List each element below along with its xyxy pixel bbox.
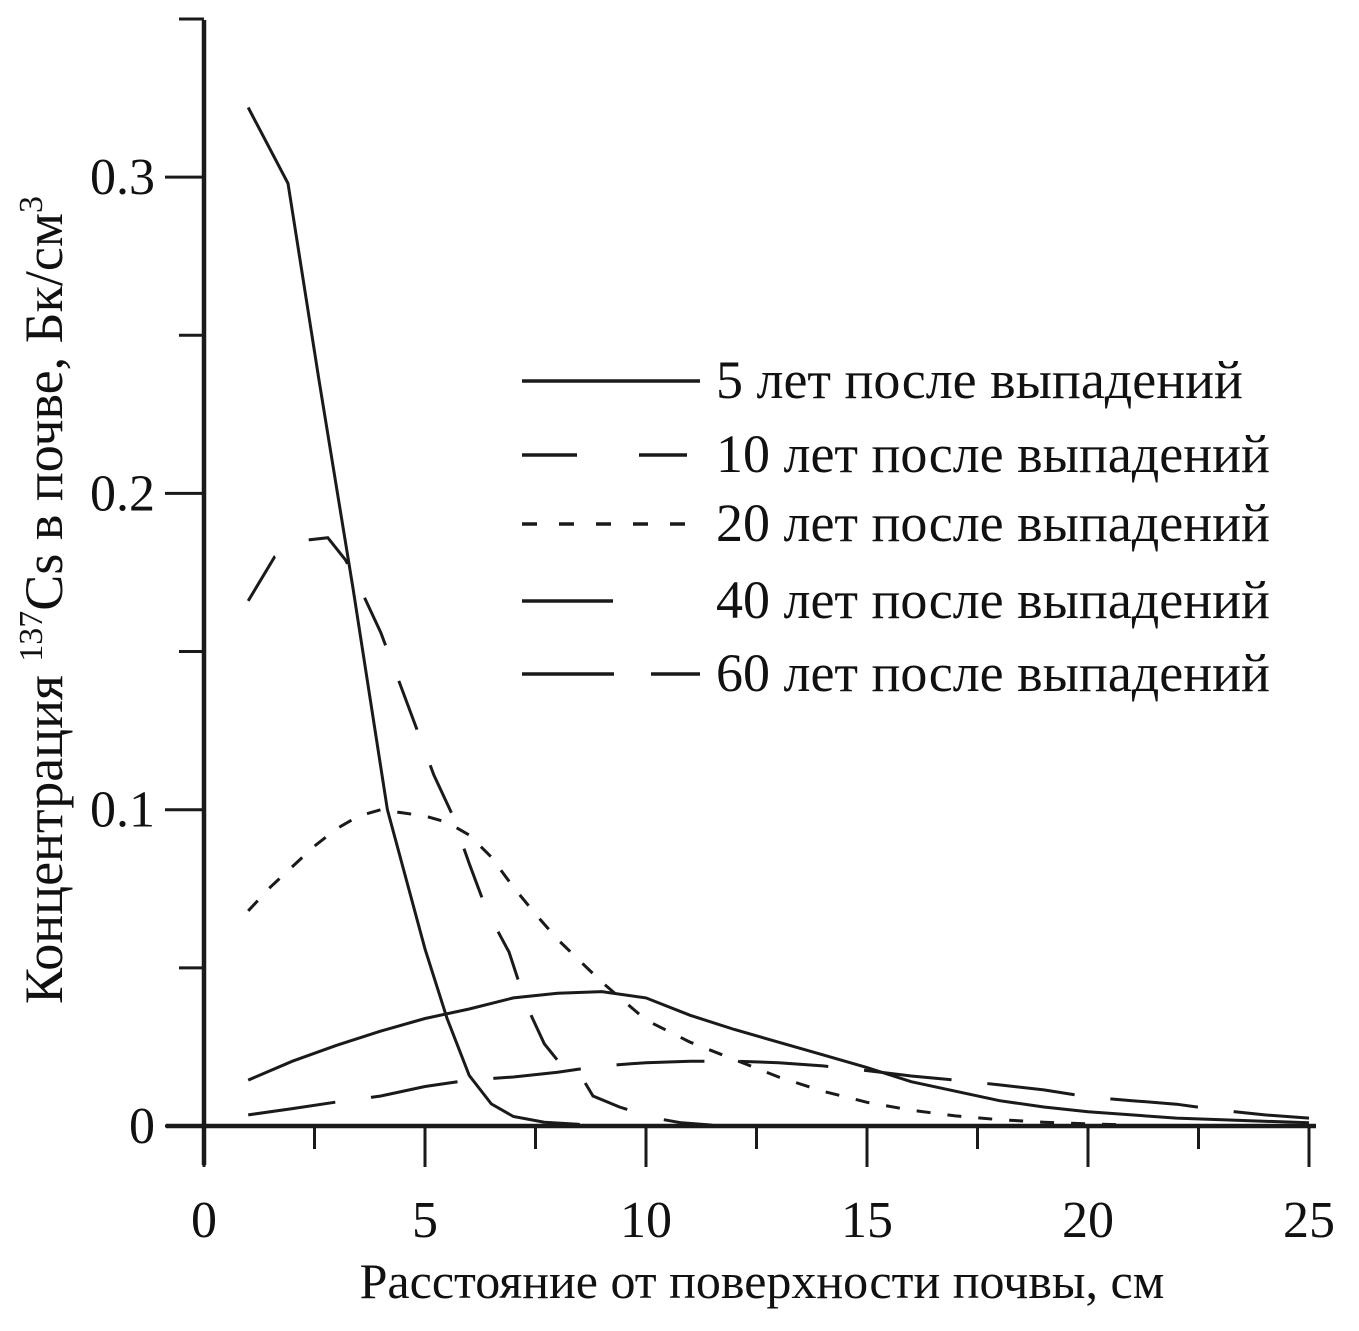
- plot-axes: [166, 20, 1316, 1165]
- legend-label-4: 40 лет после выпадений: [716, 570, 1270, 630]
- legend-label-2: 10 лет после выпадений: [716, 424, 1270, 484]
- x-axis-title: Расстояние от поверхности почвы, см: [360, 1253, 1165, 1309]
- y-axis-title: Концентрация 137Cs в почве, Бк/см3: [13, 196, 74, 1004]
- y-tick-label: 0.3: [90, 149, 155, 206]
- plot-curves: [246, 106, 1310, 1127]
- legend-label-5: 60 лет после выпадений: [716, 643, 1270, 703]
- series-line-2: [246, 536, 713, 1127]
- plot-ticks: [165, 17, 1311, 1167]
- series-line-5: [247, 1059, 1310, 1120]
- y-tick-label: 0: [129, 1098, 155, 1155]
- y-tick-label: 0.2: [90, 465, 155, 522]
- series-line-1: [246, 106, 580, 1126]
- x-tick-label: 15: [841, 1192, 893, 1249]
- legend-label-3: 20 лет после выпадений: [716, 493, 1270, 553]
- x-tick-label: 25: [1283, 1192, 1335, 1249]
- x-tick-label: 10: [620, 1192, 672, 1249]
- x-tick-label: 0: [191, 1192, 217, 1249]
- legend: 5 лет после выпадений 10 лет после выпаде…: [522, 350, 1270, 703]
- plot-tick-labels: 0 0.1 0.2 0.3 0 5 10 15 20 25: [90, 149, 1335, 1249]
- y-tick-label: 0.1: [90, 782, 155, 839]
- series-line-3: [247, 808, 1133, 1127]
- x-tick-label: 20: [1062, 1192, 1114, 1249]
- series-line-4: [247, 990, 1310, 1125]
- x-tick-label: 5: [412, 1192, 438, 1249]
- legend-label-1: 5 лет после выпадений: [716, 350, 1243, 410]
